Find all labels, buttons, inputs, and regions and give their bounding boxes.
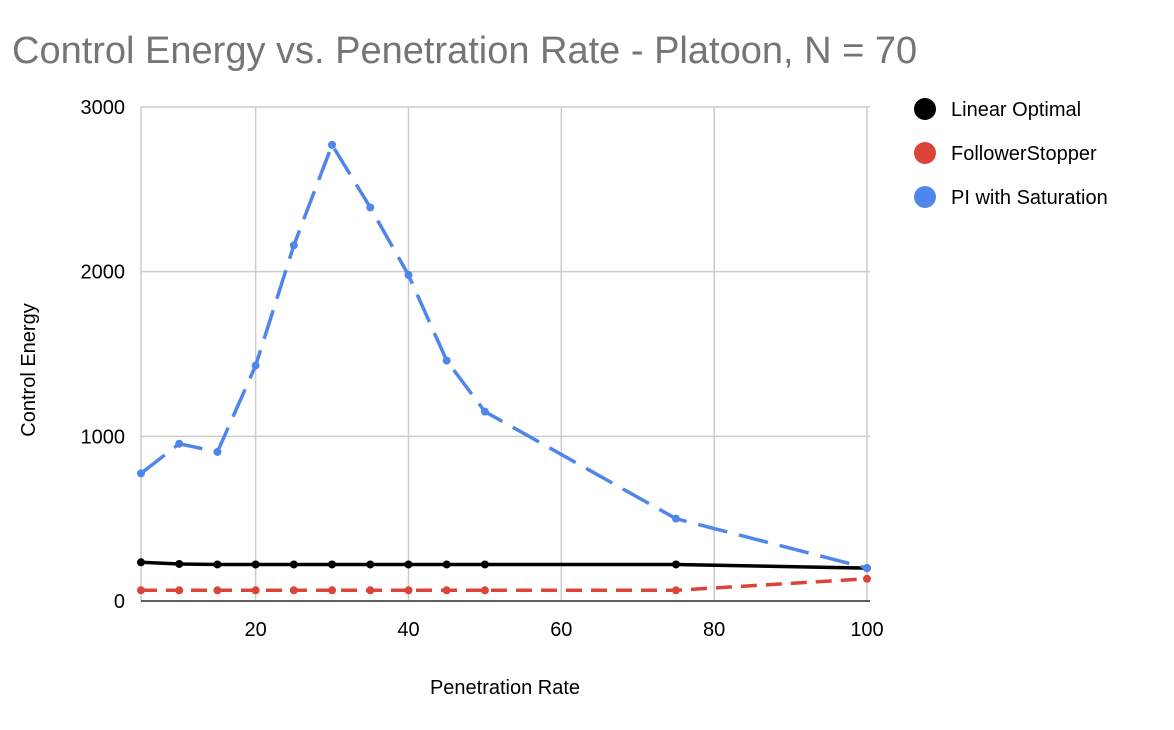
data-point-pi-with-saturation: [213, 447, 222, 456]
chart-title: Control Energy vs. Penetration Rate - Pl…: [12, 30, 917, 72]
data-point-followerstopper: [289, 586, 298, 595]
data-point-followerstopper: [251, 586, 260, 595]
data-point-followerstopper: [328, 586, 337, 595]
x-tick-label: 40: [397, 619, 419, 641]
y-tick-label: 1000: [81, 426, 126, 448]
series-line-pi-with-saturation: [139, 143, 868, 570]
legend: Linear Optimal FollowerStopper PI with Sat…: [914, 98, 1108, 209]
data-point-pi-with-saturation: [137, 469, 145, 478]
data-point-followerstopper: [366, 586, 375, 595]
data-point-linear-optimal: [175, 559, 184, 568]
x-tick-label: 80: [703, 619, 725, 641]
data-point-linear-optimal: [137, 558, 145, 567]
y-tick-label: 2000: [81, 262, 126, 284]
legend-marker: [914, 142, 936, 164]
data-point-linear-optimal: [480, 560, 489, 569]
series-layer: [137, 140, 871, 595]
series-linear-optimal: [137, 558, 871, 573]
data-point-linear-optimal: [251, 560, 260, 569]
data-point-followerstopper: [137, 586, 145, 595]
data-point-linear-optimal: [328, 560, 337, 569]
data-point-linear-optimal: [404, 560, 413, 569]
data-point-pi-with-saturation: [251, 361, 260, 370]
x-tick-label: 60: [550, 619, 572, 641]
data-point-followerstopper: [213, 586, 222, 595]
data-point-pi-with-saturation: [442, 356, 451, 365]
x-tick-label: 20: [245, 619, 267, 641]
data-point-linear-optimal: [442, 560, 451, 569]
data-point-followerstopper: [671, 586, 680, 595]
data-point-pi-with-saturation: [289, 241, 298, 250]
y-tick-label: 0: [114, 591, 125, 613]
y-tick-label: 3000: [81, 97, 126, 119]
legend-item-followerstopper: FollowerStopper: [914, 142, 1097, 165]
legend-marker: [914, 98, 936, 120]
data-point-pi-with-saturation: [480, 407, 489, 416]
data-point-followerstopper: [863, 574, 871, 583]
data-point-linear-optimal: [671, 560, 680, 569]
data-point-followerstopper: [404, 586, 413, 595]
legend-item-pi-with-saturation: PI with Saturation: [914, 186, 1108, 209]
legend-marker: [914, 186, 936, 208]
data-point-followerstopper: [480, 586, 489, 595]
legend-label: Linear Optimal: [951, 99, 1081, 121]
data-point-followerstopper: [175, 586, 184, 595]
tick-labels: 0 1000 2000 3000 20 40 60 80 100: [81, 97, 884, 641]
series-pi-with-saturation: [137, 140, 871, 573]
series-line-linear-optimal: [140, 560, 868, 570]
data-point-pi-with-saturation: [863, 564, 871, 573]
legend-label: PI with Saturation: [951, 187, 1108, 209]
legend-item-linear-optimal: Linear Optimal: [914, 98, 1081, 121]
x-tick-label: 100: [850, 619, 883, 641]
data-point-linear-optimal: [289, 560, 298, 569]
data-point-pi-with-saturation: [328, 140, 337, 149]
data-point-followerstopper: [442, 586, 451, 595]
data-point-pi-with-saturation: [671, 514, 680, 523]
data-point-linear-optimal: [366, 560, 375, 569]
data-point-pi-with-saturation: [175, 439, 184, 448]
data-point-pi-with-saturation: [404, 270, 413, 279]
series-line-followerstopper: [141, 577, 868, 593]
series-followerstopper: [137, 574, 871, 595]
data-point-pi-with-saturation: [366, 203, 375, 212]
data-point-linear-optimal: [213, 560, 222, 569]
legend-label: FollowerStopper: [951, 143, 1097, 165]
x-axis-label: Penetration Rate: [430, 677, 580, 699]
y-axis-label: Control Energy: [18, 303, 40, 436]
grid: [140, 106, 870, 602]
